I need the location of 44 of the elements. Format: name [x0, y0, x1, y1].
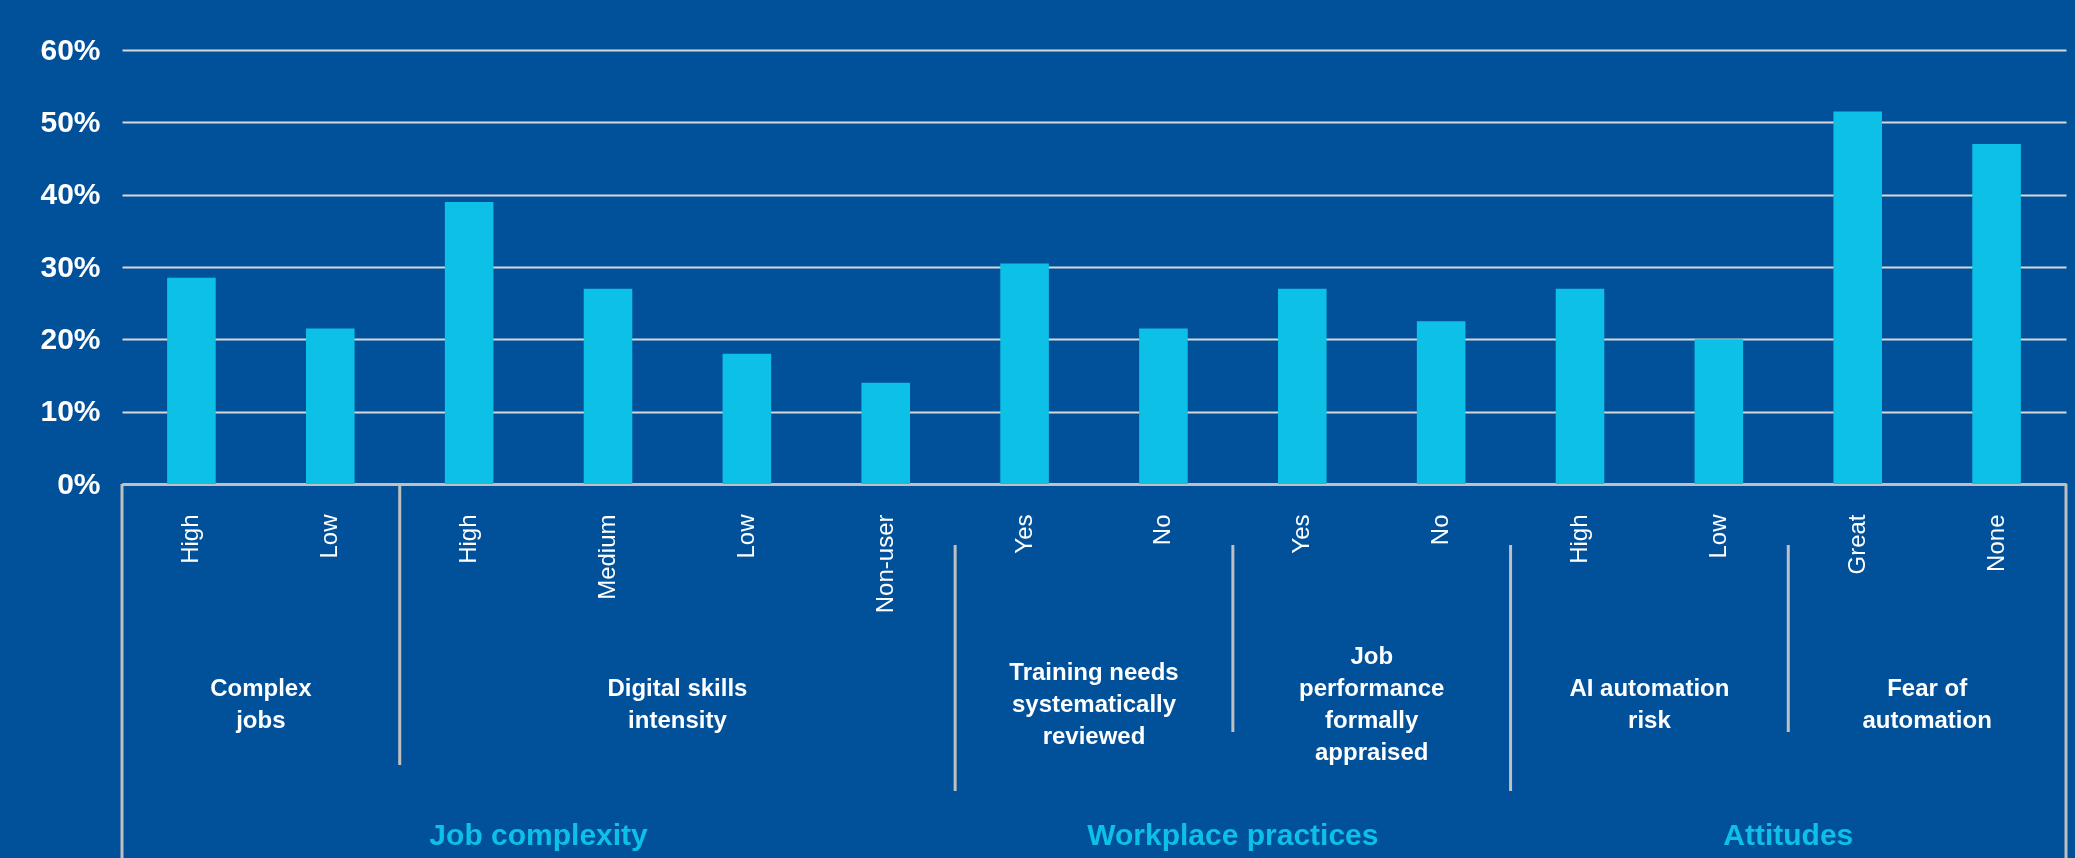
y-tick-label: 20% [40, 321, 101, 355]
x-tick-label: Medium [593, 514, 620, 600]
bar [583, 288, 633, 484]
y-tick-label: 30% [40, 249, 101, 283]
text: Job performance formally appraised [1299, 642, 1445, 765]
text: Job complexity [429, 818, 649, 851]
y-tick-label: 10% [40, 394, 101, 428]
bar [305, 328, 355, 484]
text: Workplace practices [1087, 818, 1379, 851]
bar [1694, 339, 1744, 484]
bar [1833, 111, 1883, 484]
x-tick-label: Low [731, 513, 759, 559]
bar [1277, 288, 1327, 484]
x-tick-label: High [176, 514, 204, 564]
x-tick-label: High [1565, 514, 1592, 564]
y-tick-label: 50% [40, 104, 101, 138]
bar [1139, 328, 1188, 484]
x-tick-label: Low [1703, 513, 1731, 559]
bar [1555, 288, 1605, 484]
text: Training needs systematically reviewed [1009, 658, 1179, 749]
x-tick-label: Non-user [870, 514, 898, 614]
bar [1416, 321, 1466, 484]
x-tick-label: No [1426, 514, 1454, 546]
bar [722, 353, 772, 484]
x-tick-label: Yes [1287, 514, 1315, 554]
bar [1972, 144, 2021, 484]
text: Digital skills intensity [607, 674, 748, 733]
bar [444, 201, 494, 484]
x-tick-label: No [1148, 514, 1176, 546]
bar [167, 277, 216, 484]
text: Attitudes [1723, 818, 1854, 851]
y-tick-label: 60% [40, 32, 101, 66]
text: Fear of automation [1862, 674, 1992, 733]
text: AI automation risk [1569, 674, 1730, 733]
x-tick-label: None [1981, 514, 2009, 572]
text: Complex jobs [210, 674, 313, 733]
x-tick-label: Low [315, 513, 343, 559]
y-tick-label: 0% [57, 466, 101, 500]
y-tick-label: 40% [40, 177, 101, 211]
x-tick-label: Yes [1009, 514, 1037, 554]
x-tick-label: Great [1842, 514, 1870, 575]
x-tick-label: High [454, 514, 482, 564]
bar [1000, 263, 1049, 484]
bar [861, 382, 911, 484]
